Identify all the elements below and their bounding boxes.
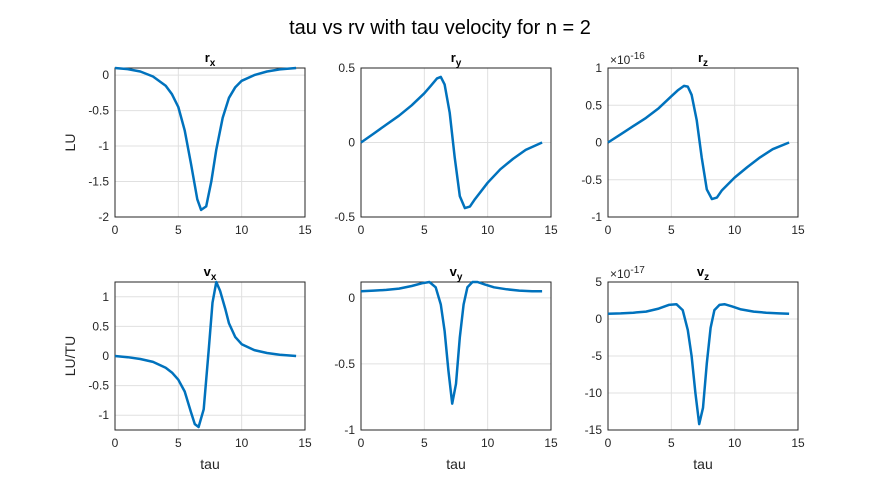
y-tick-label: 0.5 [585,98,602,112]
subplot-title: vz [697,264,709,283]
y-tick-label: -10 [585,386,603,400]
y-axis-label: LU [62,134,78,152]
x-tick-label: 15 [298,223,312,237]
subplot-title: rx [205,50,216,69]
x-tick-label: 15 [791,223,805,237]
x-tick-label: 5 [668,436,675,450]
series-line-vx [114,280,297,429]
y-tick-label: 0.5 [92,319,109,333]
y-tick-label: -0.5 [334,357,355,371]
x-axis-label: tau [446,456,465,472]
x-tick-label: 0 [358,436,365,450]
x-tick-label: 5 [421,223,428,237]
y-tick-label: -15 [585,423,603,437]
y-tick-label: 0 [102,68,109,82]
x-tick-label: 5 [421,436,428,450]
y-tick-label: 0.5 [338,61,355,75]
y-tick-label: 0 [595,136,602,150]
y-tick-label: 1 [595,61,602,75]
x-tick-label: 10 [235,436,249,450]
y-tick-label: 0 [348,136,355,150]
series-line-vz [607,302,790,426]
plot-area [114,67,306,218]
x-tick-label: 10 [728,436,742,450]
y-tick-label: 1 [102,290,109,304]
subplot-vx: 0 5 10 15 -1 -0.5 0 0.5 1 vx tau LU/TU [62,264,312,472]
y-tick-label: -2 [98,210,109,224]
series-line-rx [114,66,297,212]
y-tick-label: -1 [98,139,109,153]
subplot-title: ry [451,50,462,69]
x-tick-label: 0 [112,223,119,237]
y-tick-label: 0 [102,349,109,363]
x-tick-label: 5 [175,436,182,450]
x-tick-label: 10 [481,223,495,237]
exponent-label: ×10-16 [610,51,645,67]
x-tick-label: 15 [544,223,558,237]
axes-box [360,281,552,431]
x-tick-label: 0 [605,223,612,237]
x-tick-label: 0 [358,223,365,237]
y-tick-label: -0.5 [88,379,109,393]
y-tick-label: 5 [595,275,602,289]
x-tick-label: 10 [235,223,249,237]
x-tick-label: 10 [728,223,742,237]
x-tick-label: 5 [175,223,182,237]
y-tick-label: -1 [344,423,355,437]
y-tick-label: -0.5 [581,173,602,187]
subplot-vy: 0 5 10 15 -1 -0.5 0 vy tau [334,264,558,472]
x-tick-label: 15 [544,436,558,450]
figure-title: tau vs rv with tau velocity for n = 2 [289,17,591,39]
series-line-rz [607,84,790,201]
subplot-vz: 0 5 10 15 -15 -10 -5 0 5 vz ×10-17 tau [585,264,805,472]
x-tick-label: 0 [112,436,119,450]
y-axis-label: LU/TU [62,336,78,376]
y-tick-label: -0.5 [334,210,355,224]
y-tick-label: -5 [591,349,602,363]
subplot-rz: 0 5 10 15 -1 -0.5 0 0.5 1 rz ×10-16 [581,50,805,237]
subplot-title: vx [204,264,217,283]
subplot-title: rz [698,50,708,69]
y-tick-label: 0 [595,312,602,326]
x-axis-label: tau [200,456,219,472]
x-tick-label: 0 [605,436,612,450]
x-tick-label: 5 [668,223,675,237]
y-tick-label: -0.5 [88,104,109,118]
axes-box [114,67,306,218]
series-line-ry [360,75,543,210]
x-tick-label: 15 [791,436,805,450]
subplot-rx: 0 5 10 15 -2 -1.5 -1 -0.5 0 rx LU [62,50,312,237]
axes-box [607,281,799,431]
y-tick-label: 0 [348,291,355,305]
y-tick-label: -1 [98,408,109,422]
y-tick-label: -1 [591,210,602,224]
exponent-label: ×10-17 [610,265,645,281]
series-line-vy [360,280,543,405]
plot-area [360,281,552,431]
subplot-title: vy [450,264,463,283]
x-tick-label: 10 [481,436,495,450]
y-tick-label: -1.5 [88,175,109,189]
x-axis-label: tau [693,456,712,472]
x-tick-label: 15 [298,436,312,450]
subplot-ry: 0 5 10 15-0.500.5ry [334,50,558,237]
